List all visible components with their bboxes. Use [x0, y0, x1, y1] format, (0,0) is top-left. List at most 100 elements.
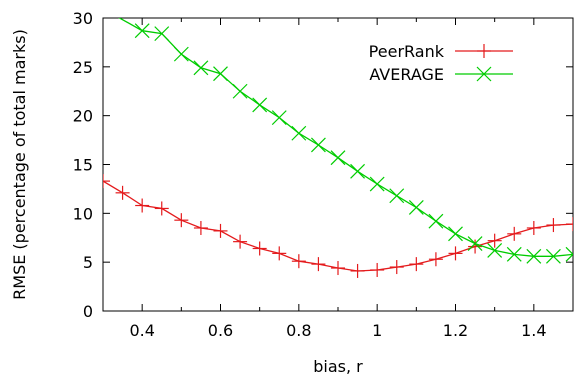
peerrank-point: [213, 223, 228, 238]
average-point: [448, 226, 463, 242]
average-point: [369, 176, 385, 192]
average-point: [506, 246, 522, 262]
average-point-d2: [154, 26, 170, 42]
average-point-d2: [545, 248, 561, 264]
peerrank-point: [103, 174, 110, 189]
legend-label-average: AVERAGE: [369, 65, 444, 84]
legend-label-peerrank: PeerRank: [369, 42, 445, 61]
average-point: [408, 200, 424, 215]
average-point-d2: [330, 150, 346, 166]
peerrank-point: [370, 262, 385, 277]
series-clip: [103, 18, 573, 278]
peerrank-point: [566, 217, 573, 232]
peerrank-point: [233, 234, 248, 249]
peerrank-point: [350, 263, 365, 278]
average-point-d2: [232, 83, 248, 99]
peerrank-point: [252, 241, 267, 256]
peerrank-point: [272, 246, 287, 261]
peerrank-point: [487, 233, 502, 248]
average-point-d2: [291, 125, 307, 141]
peerrank-point: [135, 198, 150, 213]
average-point: [310, 137, 326, 153]
average-point-d2: [173, 46, 189, 62]
peerrank-point: [154, 201, 169, 216]
average-point-d2: [310, 137, 326, 153]
average-point-d2: [448, 226, 463, 242]
average-point: [330, 150, 346, 166]
y-axis-title: RMSE (percentage of total marks): [10, 29, 29, 300]
average-point: [173, 46, 189, 62]
y-tick-label: 30: [73, 9, 93, 28]
peerrank-point: [526, 220, 541, 235]
peerrank-point: [331, 261, 345, 276]
x-tick-label: 1.2: [443, 321, 468, 340]
peerrank-point: [428, 252, 443, 267]
average-point: [467, 236, 483, 252]
peerrank-point: [507, 226, 522, 241]
average-point-d2: [350, 163, 366, 179]
peerrank-point: [468, 239, 483, 254]
peerrank-point: [389, 260, 404, 275]
x-tick-label: 0.4: [129, 321, 154, 340]
x-axis-ticks: 0.4 0.6 0.8 1 1.2 1.4: [102, 18, 574, 340]
legend-marker-average: [476, 66, 492, 82]
average-point: [487, 243, 503, 258]
legend: PeerRank AVERAGE: [369, 42, 513, 84]
peerrank-point: [448, 246, 463, 261]
average-point: [193, 60, 209, 76]
peerrank-point: [409, 257, 424, 272]
x-tick-label: 0.6: [208, 321, 233, 340]
x-tick-label: 1: [372, 321, 382, 340]
average-point-d2: [506, 246, 522, 262]
average-point-d2: [408, 200, 424, 215]
peerrank-point: [311, 257, 326, 272]
y-tick-label: 15: [73, 156, 93, 175]
average-point-d2: [271, 110, 287, 126]
y-tick-label: 5: [83, 253, 93, 272]
y-tick-label: 20: [73, 107, 93, 126]
average-point-d2: [193, 60, 209, 76]
average-point-d2: [526, 248, 542, 264]
average-line: [118, 18, 573, 257]
average-point-d2: [428, 213, 444, 229]
average-point: [154, 26, 170, 42]
x-tick-label: 1.4: [521, 321, 546, 340]
average-point-d2: [134, 23, 150, 39]
average-point: [389, 188, 405, 204]
average-point: [565, 246, 573, 262]
average-point: [232, 83, 248, 99]
y-tick-label: 25: [73, 58, 93, 77]
average-point: [252, 97, 268, 113]
average-point: [291, 125, 307, 141]
average-point: [526, 248, 542, 264]
average-point-d1: [565, 246, 573, 256]
average-point-d2: [565, 253, 573, 262]
legend-marker-average-d2: [476, 66, 492, 82]
peerrank-point: [174, 213, 189, 228]
peerrank-point: [291, 254, 306, 269]
average-point: [213, 66, 228, 82]
average-point-d2: [213, 66, 228, 82]
series-lines: [103, 18, 573, 278]
y-tick-label: 0: [83, 302, 93, 321]
x-tick-label: 0.8: [286, 321, 311, 340]
average-point: [271, 110, 287, 126]
average-point-d2: [487, 243, 503, 258]
peerrank-point: [546, 218, 561, 233]
average-point: [545, 248, 561, 264]
average-point: [134, 23, 150, 39]
average-point-d2: [467, 236, 483, 252]
peerrank-line: [103, 180, 573, 272]
y-tick-label: 10: [73, 204, 93, 223]
average-point-d2: [369, 176, 385, 192]
average-point: [350, 163, 366, 179]
peerrank-point: [193, 220, 208, 235]
average-point: [428, 213, 444, 229]
average-point-d2: [389, 188, 405, 204]
y-axis-ticks: 0 5 10 15 20 25 30: [73, 9, 573, 321]
average-point-d2: [252, 97, 268, 113]
x-axis-title: bias, r: [313, 357, 363, 376]
legend-marker-peerrank: [477, 44, 491, 58]
